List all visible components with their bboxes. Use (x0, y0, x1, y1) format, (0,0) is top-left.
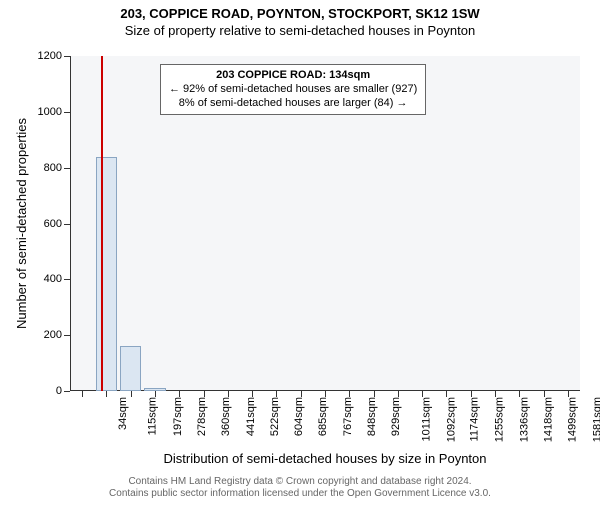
ytick-line (64, 224, 70, 225)
xtick-label: 522sqm (269, 397, 281, 436)
ytick-line (64, 112, 70, 113)
xtick-label: 197sqm (172, 397, 184, 436)
property-marker-line (101, 56, 103, 391)
ytick-line (64, 56, 70, 57)
footer-attribution: Contains HM Land Registry data © Crown c… (0, 476, 600, 500)
xtick-line (228, 391, 229, 397)
xtick-line (495, 391, 496, 397)
xtick-label: 278sqm (196, 397, 208, 436)
xtick-line (204, 391, 205, 397)
xtick-line (568, 391, 569, 397)
xtick-label: 685sqm (318, 397, 330, 436)
xtick-line (544, 391, 545, 397)
ytick-line (64, 168, 70, 169)
ytick-label: 800 (44, 162, 62, 174)
xtick-label: 1092sqm (445, 397, 457, 442)
footer-line2: Contains public sector information licen… (0, 488, 600, 500)
chart-area: 020040060080010001200 34sqm115sqm197sqm2… (70, 56, 580, 391)
ytick-label: 400 (44, 273, 62, 285)
xtick-label: 1418sqm (542, 397, 554, 442)
xtick-line (325, 391, 326, 397)
xtick-label: 848sqm (366, 397, 378, 436)
chart-subtitle: Size of property relative to semi-detach… (0, 23, 600, 38)
ytick-line (64, 391, 70, 392)
footer-line1: Contains HM Land Registry data © Crown c… (0, 476, 600, 488)
info-box: 203 COPPICE ROAD: 134sqm ← 92% of semi-d… (160, 64, 426, 115)
xtick-label: 441sqm (245, 397, 257, 436)
y-axis-label: Number of semi-detached properties (14, 56, 29, 391)
xtick-line (422, 391, 423, 397)
xtick-line (301, 391, 302, 397)
ytick-label: 600 (44, 218, 62, 230)
xtick-line (374, 391, 375, 397)
info-box-line2: ← 92% of semi-detached houses are smalle… (169, 83, 417, 97)
xtick-label: 1174sqm (469, 397, 481, 441)
xtick-line (276, 391, 277, 397)
ytick-label: 1200 (38, 50, 62, 62)
xtick-label: 1499sqm (567, 397, 579, 442)
xtick-line (519, 391, 520, 397)
xtick-line (252, 391, 253, 397)
xtick-line (82, 391, 83, 397)
ytick-line (64, 279, 70, 280)
xtick-label: 1581sqm (591, 397, 600, 442)
bar (120, 346, 141, 391)
x-axis-label: Distribution of semi-detached houses by … (70, 451, 580, 466)
xtick-line (131, 391, 132, 397)
xtick-line (179, 391, 180, 397)
xtick-line (106, 391, 107, 397)
ytick-label: 1000 (38, 106, 62, 118)
bar (96, 157, 117, 392)
chart-title: 203, COPPICE ROAD, POYNTON, STOCKPORT, S… (0, 6, 600, 21)
xtick-label: 360sqm (220, 397, 232, 436)
xtick-label: 604sqm (293, 397, 305, 436)
xtick-line (398, 391, 399, 397)
xtick-label: 767sqm (342, 397, 354, 436)
xtick-label: 1255sqm (494, 397, 506, 442)
xtick-line (446, 391, 447, 397)
ytick-line (64, 335, 70, 336)
xtick-label: 929sqm (390, 397, 402, 436)
xtick-line (155, 391, 156, 397)
y-axis-line (70, 56, 71, 391)
xtick-label: 115sqm (147, 397, 159, 435)
info-box-line3: 8% of semi-detached houses are larger (8… (169, 97, 417, 111)
xtick-label: 1336sqm (518, 397, 530, 442)
ytick-label: 0 (56, 385, 62, 397)
xtick-label: 34sqm (117, 397, 129, 430)
xtick-line (471, 391, 472, 397)
ytick-label: 200 (44, 329, 62, 341)
info-box-line1: 203 COPPICE ROAD: 134sqm (169, 69, 417, 83)
xtick-line (349, 391, 350, 397)
xtick-label: 1011sqm (420, 397, 432, 441)
